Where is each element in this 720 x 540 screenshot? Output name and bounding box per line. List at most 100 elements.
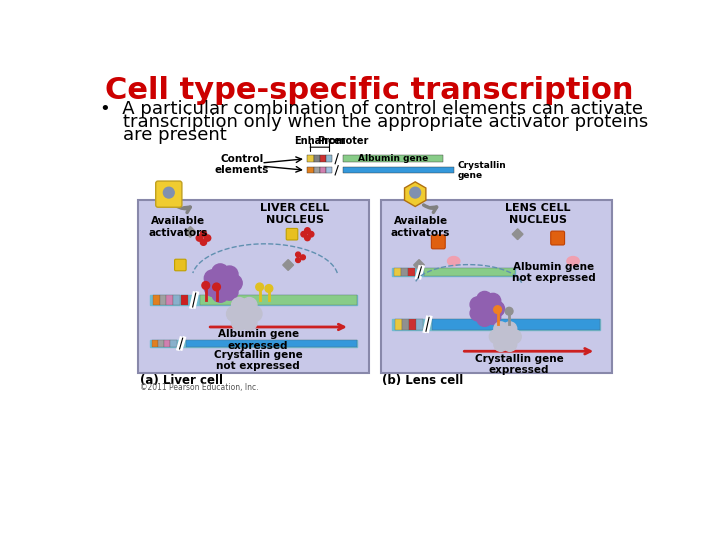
Circle shape	[485, 309, 500, 325]
Text: are present: are present	[99, 126, 226, 144]
Circle shape	[215, 275, 231, 292]
Text: Albumin gene
expressed: Albumin gene expressed	[217, 329, 299, 351]
Text: Crystallin gene
not expressed: Crystallin gene not expressed	[214, 350, 302, 372]
Text: •  A particular combination of control elements can activate: • A particular combination of control el…	[99, 100, 642, 118]
Circle shape	[200, 239, 207, 245]
Circle shape	[200, 231, 207, 237]
Bar	[150, 340, 357, 347]
Text: transcription only when the appropriate activator proteins: transcription only when the appropriate …	[99, 113, 648, 131]
Bar	[307, 156, 314, 162]
Bar	[432, 319, 600, 330]
Text: Promoter: Promoter	[317, 136, 369, 146]
Bar	[343, 156, 443, 162]
Bar	[164, 340, 171, 347]
FancyBboxPatch shape	[431, 235, 445, 249]
Circle shape	[301, 232, 307, 237]
Circle shape	[505, 307, 513, 315]
Ellipse shape	[448, 256, 460, 266]
FancyBboxPatch shape	[156, 181, 182, 207]
FancyBboxPatch shape	[174, 259, 186, 271]
Circle shape	[237, 306, 252, 322]
Circle shape	[212, 285, 229, 302]
Bar	[138, 200, 369, 373]
Text: Control
elements: Control elements	[215, 154, 269, 176]
Circle shape	[232, 298, 247, 313]
Circle shape	[242, 315, 257, 330]
Bar	[307, 167, 314, 173]
Circle shape	[246, 306, 262, 322]
Circle shape	[300, 255, 305, 260]
Circle shape	[305, 228, 310, 233]
Bar	[425, 268, 515, 276]
Text: Cell type-specific transcription: Cell type-specific transcription	[104, 76, 634, 105]
Circle shape	[221, 266, 238, 283]
Bar	[150, 295, 357, 306]
Bar	[408, 268, 415, 276]
Circle shape	[305, 235, 310, 241]
Text: ©2011 Pearson Education, Inc.: ©2011 Pearson Education, Inc.	[140, 383, 258, 392]
Bar	[166, 295, 174, 306]
Circle shape	[508, 330, 521, 343]
Text: Available
activators: Available activators	[391, 217, 450, 238]
Bar	[416, 319, 423, 330]
Circle shape	[494, 322, 508, 336]
Circle shape	[221, 284, 238, 300]
Circle shape	[212, 264, 229, 281]
Bar	[153, 295, 160, 306]
Bar	[158, 340, 164, 347]
Bar	[395, 319, 402, 330]
Bar	[401, 268, 408, 276]
Circle shape	[470, 306, 485, 321]
FancyBboxPatch shape	[287, 228, 298, 240]
Circle shape	[503, 322, 517, 336]
Bar	[320, 167, 326, 173]
Text: LENS CELL
NUCLEUS: LENS CELL NUCLEUS	[505, 204, 570, 225]
Text: Available
activators: Available activators	[148, 217, 208, 238]
Text: LIVER CELL
NUCLEUS: LIVER CELL NUCLEUS	[261, 204, 330, 225]
Circle shape	[490, 330, 503, 343]
Circle shape	[498, 330, 512, 343]
Circle shape	[163, 187, 174, 198]
Circle shape	[204, 270, 221, 287]
Circle shape	[410, 187, 420, 198]
Bar	[392, 319, 600, 330]
Bar	[381, 200, 611, 373]
Circle shape	[470, 297, 485, 312]
FancyBboxPatch shape	[551, 231, 564, 245]
Circle shape	[227, 306, 242, 322]
Circle shape	[204, 279, 221, 296]
Bar	[314, 156, 320, 162]
Circle shape	[477, 292, 492, 307]
Circle shape	[485, 293, 500, 309]
Circle shape	[494, 306, 501, 314]
Bar	[152, 340, 158, 347]
Bar	[181, 295, 188, 306]
Circle shape	[503, 338, 517, 352]
Bar	[171, 340, 176, 347]
Bar	[320, 156, 326, 162]
Circle shape	[212, 283, 220, 291]
Circle shape	[479, 301, 495, 316]
Bar	[392, 268, 515, 276]
Bar	[326, 156, 332, 162]
Circle shape	[204, 235, 211, 241]
Circle shape	[265, 285, 273, 292]
Bar	[409, 319, 416, 330]
Bar	[402, 319, 409, 330]
Text: Albumin gene
not expressed: Albumin gene not expressed	[512, 261, 595, 283]
Text: Enhancer: Enhancer	[294, 136, 346, 146]
Circle shape	[477, 311, 492, 326]
Bar	[343, 167, 454, 173]
Ellipse shape	[567, 256, 579, 266]
Text: Crystallin gene
expressed: Crystallin gene expressed	[474, 354, 564, 375]
Circle shape	[308, 232, 314, 237]
Circle shape	[242, 298, 257, 313]
Text: (a) Liver cell: (a) Liver cell	[140, 374, 222, 387]
Circle shape	[225, 275, 242, 292]
Circle shape	[296, 252, 300, 257]
Text: Crystallin
gene: Crystallin gene	[457, 160, 506, 180]
Text: Albumin gene: Albumin gene	[358, 154, 428, 163]
Bar	[326, 167, 332, 173]
Text: (b) Lens cell: (b) Lens cell	[382, 374, 464, 387]
Circle shape	[494, 338, 508, 352]
